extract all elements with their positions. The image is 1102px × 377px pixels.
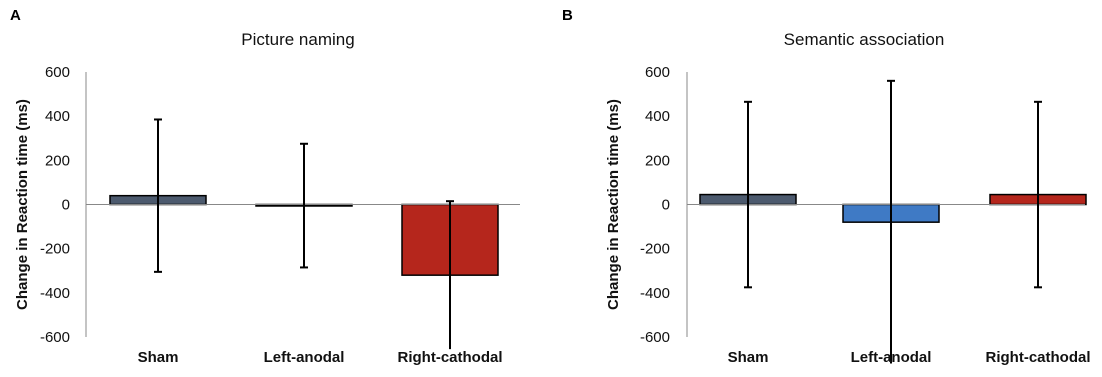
y-tick-label: -600 — [640, 329, 670, 346]
y-tick-label: -400 — [640, 285, 670, 302]
chart-title: Picture naming — [241, 30, 354, 49]
y-tick-label: 200 — [645, 152, 670, 169]
y-axis-label: Change in Reaction time (ms) — [14, 99, 31, 310]
y-tick-label: 400 — [45, 108, 70, 125]
y-axis-label: Change in Reaction time (ms) — [605, 99, 622, 310]
x-category-label: Sham — [728, 349, 769, 366]
x-category-label: Left-anodal — [851, 349, 932, 366]
y-tick-label: -400 — [40, 285, 70, 302]
x-category-label: Sham — [138, 349, 179, 366]
y-tick-label: 0 — [62, 197, 70, 214]
panel-letter: A — [10, 7, 21, 24]
x-category-label: Left-anodal — [264, 349, 345, 366]
y-tick-label: 400 — [645, 108, 670, 125]
y-tick-label: 600 — [45, 64, 70, 81]
x-category-label: Right-cathodal — [398, 349, 503, 366]
panel-b: B Semantic association 600 400 200 0 -200 -400 -… — [562, 7, 1091, 366]
y-tick-label: -200 — [40, 241, 70, 258]
x-category-label: Right-cathodal — [986, 349, 1091, 366]
panel-a: A Picture naming 600 400 200 0 -200 -400 -600 Cha… — [10, 7, 520, 366]
y-tick-label: -200 — [640, 241, 670, 258]
y-tick-label: 200 — [45, 152, 70, 169]
y-tick-label: -600 — [40, 329, 70, 346]
y-tick-label: 600 — [645, 64, 670, 81]
y-tick-label: 0 — [662, 197, 670, 214]
panel-letter: B — [562, 7, 573, 24]
chart-title: Semantic association — [784, 30, 945, 49]
